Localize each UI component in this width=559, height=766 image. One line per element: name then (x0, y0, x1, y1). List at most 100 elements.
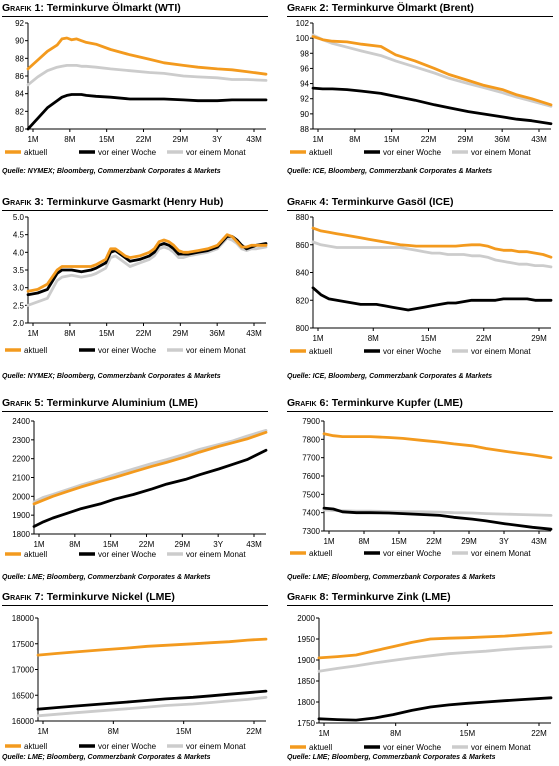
legend-label: vor einem Monat (186, 148, 246, 157)
y-tick-label: 7500 (302, 490, 320, 499)
legend-vor-einer-woche: vor einer Woche (364, 549, 442, 558)
vor-einem-monat-line (32, 428, 268, 504)
chart-source: Quelle: ICE, Bloomberg, Commerzbank Corp… (287, 168, 492, 175)
x-tick-label: 36M (209, 329, 225, 338)
chart-panel-gasoel: Grafik 4: Terminkurve Gasöl (ICE) 800 820… (287, 196, 553, 386)
y-tick-label: 1750 (297, 719, 315, 728)
y-tick-label: 102 (296, 19, 310, 28)
x-tick-label: 8M (64, 135, 75, 144)
aktuell-line (311, 35, 553, 107)
vor-einem-monat-line (26, 64, 268, 87)
x-tick-label: 1M (312, 334, 323, 343)
vor-einer-woche-line (311, 286, 553, 312)
aktuell-line (32, 430, 268, 506)
legend-label: vor einer Woche (98, 148, 157, 157)
x-tick-label: 29M (531, 334, 547, 343)
x-tick-label: 29M (175, 540, 191, 549)
chart-source: Quelle: LME; Bloomberg, Commerzbank Corp… (287, 574, 496, 581)
y-tick-label: 1900 (12, 511, 30, 520)
vor-einer-woche-line (26, 93, 268, 131)
legend-label: vor einer Woche (383, 743, 442, 752)
y-tick-label: 860 (296, 241, 310, 250)
chart-aluminium: 1800 1900 2000 2100 2200 2300 2400 1M 8M 15M 22M 29… (5, 417, 268, 559)
legend-aktuell: aktuell (5, 346, 47, 355)
legend-vor-einer-woche: vor einer Woche (79, 346, 157, 355)
y-tick-label: 100 (296, 34, 310, 43)
y-tick-label: 7300 (302, 527, 320, 536)
x-tick-label: 8M (358, 537, 369, 546)
y-tick-label: 1800 (12, 530, 30, 539)
x-tick-label: 1M (27, 135, 38, 144)
y-tick-label: 2100 (12, 474, 30, 483)
chart-panel-gas-henry-hub: Grafik 3: Terminkurve Gasmarkt (Henry Hu… (2, 196, 268, 386)
y-tick-label: 2.5 (13, 301, 25, 310)
chart-title: Grafik 8: Terminkurve Zink (LME) (287, 591, 451, 603)
x-tick-label: 8M (108, 727, 119, 736)
y-tick-label: 2000 (297, 614, 315, 623)
x-tick-label: 43M (246, 329, 262, 338)
legend-vor-einer-woche: vor einer Woche (79, 550, 157, 559)
x-tick-label: 29M (173, 135, 189, 144)
legend-label: aktuell (24, 148, 47, 157)
aktuell-line (26, 233, 268, 293)
y-tick-label: 1850 (297, 677, 315, 686)
chart-title: Grafik 5: Terminkurve Aluminium (LME) (2, 397, 198, 409)
title-rule (2, 210, 268, 211)
y-tick-label: 7700 (302, 454, 320, 463)
legend-label: vor einem Monat (471, 743, 531, 752)
chart-source: Quelle: LME; Bloomberg, Commerzbank Corp… (287, 754, 496, 761)
chart-nickel: 16000 16500 17000 17500 18000 1M 8M 15M 22M aktue… (5, 614, 268, 751)
x-tick-label: 8M (390, 729, 401, 738)
vor-einer-woche-line (322, 506, 553, 531)
chart-panel-oel-wti: Grafik 1: Terminkurve Ölmarkt (WTI) 80 82… (2, 2, 268, 184)
vor-einem-monat-line (36, 695, 268, 718)
x-tick-label: 29M (173, 329, 189, 338)
legend-vor-einer-woche: vor einer Woche (364, 148, 442, 157)
y-tick-label: 1900 (297, 656, 315, 665)
y-tick-label: 820 (296, 296, 310, 305)
x-tick-label: 8M (69, 540, 80, 549)
y-tick-label: 1950 (297, 635, 315, 644)
y-tick-label: 4.5 (13, 231, 25, 240)
legend-label: vor einer Woche (383, 148, 442, 157)
chart-oel-brent: 88 90 92 94 96 98 100 102 1M 8M 15M 22M 29M 36M 43M akt… (290, 19, 553, 157)
x-tick-label: 43M (531, 135, 547, 144)
aktuell-line (322, 432, 553, 460)
x-tick-label: 1M (323, 537, 334, 546)
legend-label: vor einem Monat (471, 148, 531, 157)
legend-vor-einem-monat: vor einem Monat (167, 550, 246, 559)
vor-einer-woche-line (32, 448, 268, 528)
chart-title: Grafik 7: Terminkurve Nickel (LME) (2, 591, 175, 603)
chart-title: Grafik 4: Terminkurve Gasöl (ICE) (287, 196, 454, 208)
x-tick-label: 1M (33, 540, 44, 549)
chart-source: Quelle: LME; Bloomberg, Commerzbank Corp… (2, 754, 211, 761)
y-tick-label: 880 (296, 213, 310, 222)
x-tick-label: 15M (391, 537, 407, 546)
legend-aktuell: aktuell (5, 742, 47, 751)
chart-title: Grafik 1: Terminkurve Ölmarkt (WTI) (2, 2, 181, 14)
chart-panel-aluminium: Grafik 5: Terminkurve Aluminium (LME) 18… (2, 397, 268, 587)
chart-panel-nickel: Grafik 7: Terminkurve Nickel (LME) 16000… (2, 591, 268, 763)
x-tick-label: 15M (176, 727, 192, 736)
x-tick-label: 22M (139, 540, 155, 549)
y-tick-label: 840 (296, 269, 310, 278)
y-tick-label: 16000 (12, 717, 35, 726)
y-tick-label: 84 (15, 90, 24, 99)
legend-vor-einem-monat: vor einem Monat (452, 743, 531, 752)
aktuell-line (26, 36, 268, 76)
legend-aktuell: aktuell (5, 148, 47, 157)
y-tick-label: 92 (15, 19, 24, 28)
legend-label: vor einem Monat (471, 347, 531, 356)
legend-vor-einem-monat: vor einem Monat (167, 742, 246, 751)
title-rule (2, 16, 268, 17)
legend-label: vor einem Monat (186, 742, 246, 751)
y-tick-label: 7800 (302, 435, 320, 444)
y-tick-label: 90 (300, 110, 309, 119)
aktuell-line (311, 226, 553, 259)
x-tick-label: 15M (460, 729, 476, 738)
aktuell-line (317, 631, 553, 660)
title-rule (2, 411, 268, 412)
vor-einer-woche-line (311, 86, 553, 126)
y-tick-label: 7400 (302, 509, 320, 518)
x-tick-label: 15M (384, 135, 400, 144)
